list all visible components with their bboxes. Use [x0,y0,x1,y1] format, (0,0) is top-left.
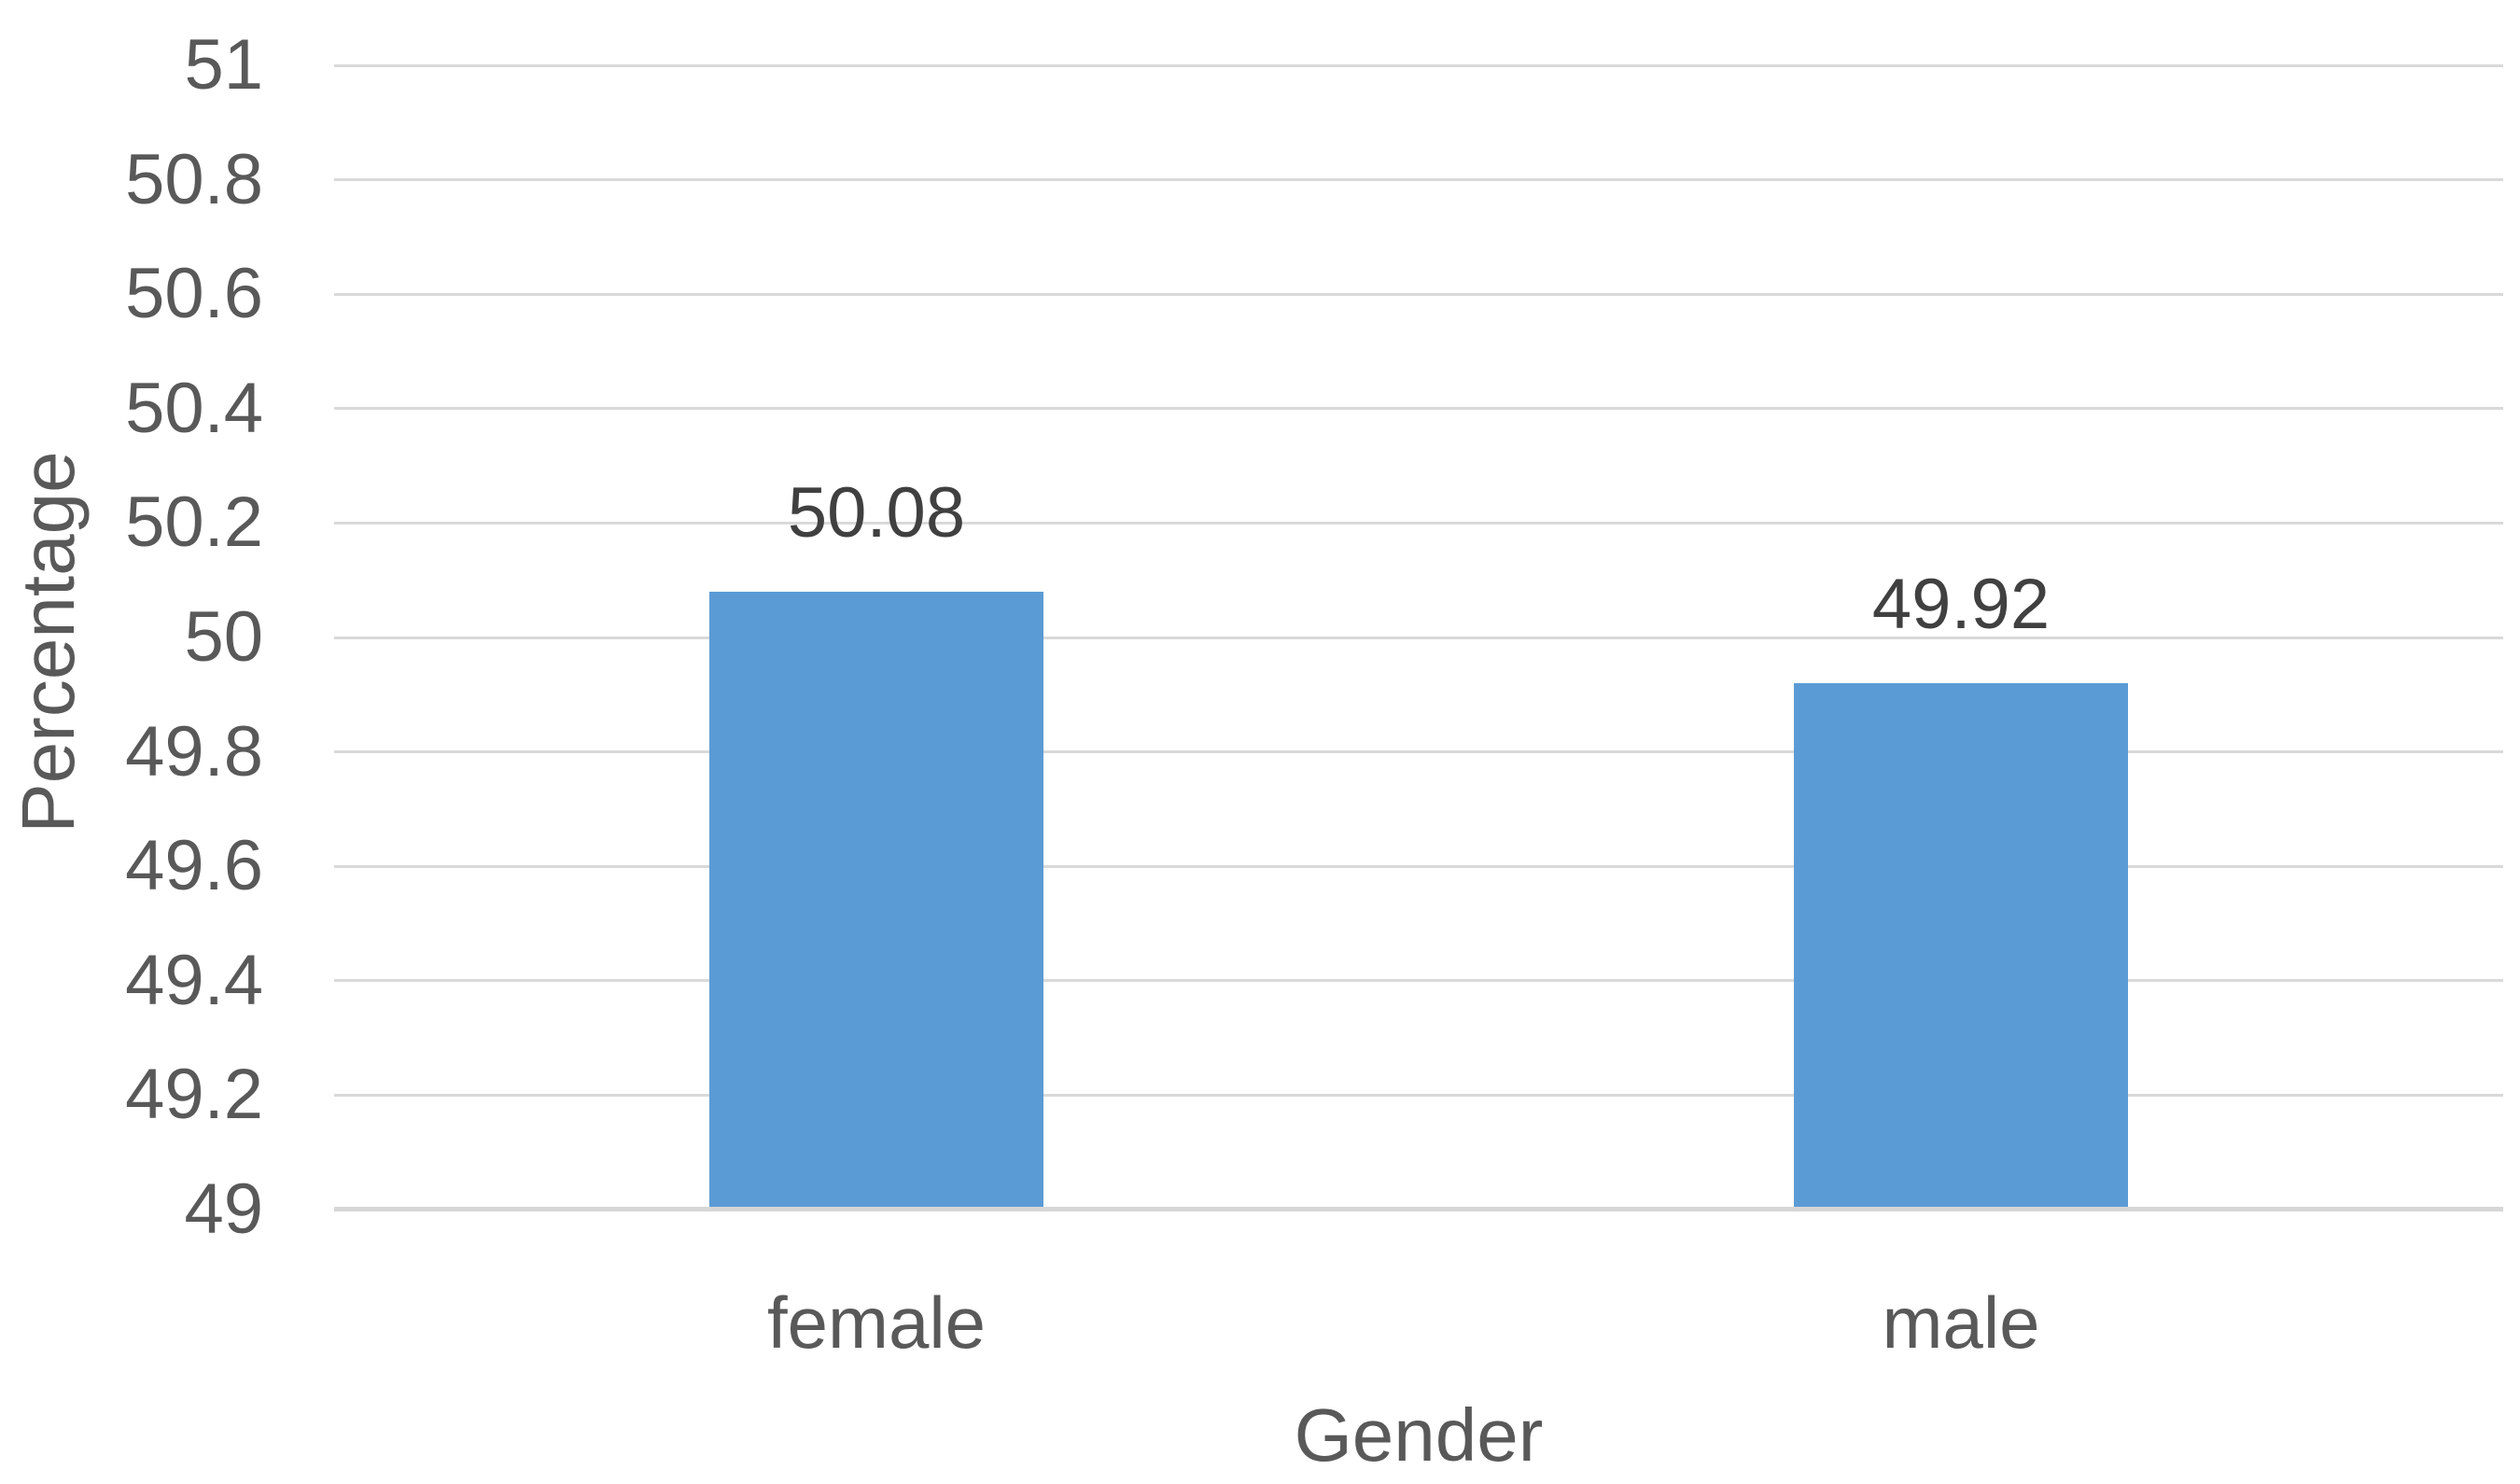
y-tick-label: 50.2 [125,483,263,563]
gridline [334,1093,2503,1097]
x-axis-title: Gender [1294,1393,1544,1477]
plot-area: 50.08 49.92 [334,63,2503,1211]
gridline [334,750,2503,754]
gridline [334,979,2503,983]
gridline [334,178,2503,182]
bar-male [1794,683,2128,1210]
y-tick-label: 50.6 [125,254,263,334]
x-category-label: female [766,1281,987,1364]
gridline [334,864,2503,868]
y-tick-label: 49.2 [125,1055,263,1135]
gridline [334,292,2503,296]
x-axis-category-labels: female male [334,1286,2503,1370]
y-tick-label: 50.8 [125,139,263,219]
gridline [334,63,2503,67]
y-tick-label: 51 [184,25,263,105]
y-tick-label: 49 [184,1169,263,1249]
y-tick-label: 50 [184,597,263,677]
y-axis-tick-labels: 51 50.8 50.6 50.4 50.2 50 49.8 49.6 49.4 49.2 49 [0,30,263,1245]
y-tick-label: 49.4 [125,940,263,1020]
y-tick-label: 49.6 [125,826,263,906]
gridline [334,636,2503,639]
bar-value-label: 50.08 [787,472,966,553]
y-tick-label: 50.4 [125,368,263,448]
gridline [334,407,2503,411]
bar-value-label: 49.92 [1871,565,2051,645]
gridline [334,521,2503,525]
y-tick-label: 49.8 [125,711,263,791]
x-category-label: male [1882,1281,2040,1364]
x-axis-line [334,1207,2503,1211]
bar-female [709,591,1043,1210]
